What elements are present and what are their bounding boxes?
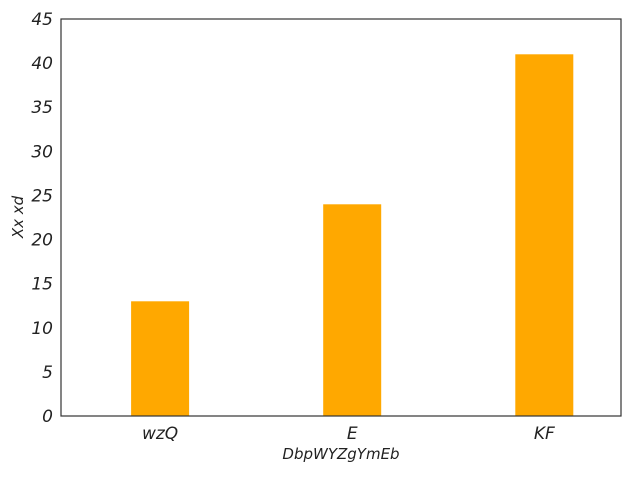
y-tick-label-35: 35 [31, 98, 53, 118]
y-tick-label-0: 0 [42, 407, 53, 427]
y-tick-label-15: 15 [31, 275, 53, 295]
x-tick-label-KF: KF [534, 424, 555, 444]
y-tick-labels: 0 5 10 15 20 25 30 35 40 45 [31, 10, 53, 427]
plot-frame [60, 18, 622, 417]
y-tick-label-20: 20 [31, 231, 53, 251]
y-tick-label-10: 10 [31, 319, 53, 339]
y-tick-label-30: 30 [31, 142, 53, 162]
y-tick-label-25: 25 [31, 186, 53, 206]
y-tick-label-5: 5 [42, 363, 53, 383]
bar-KF [515, 54, 574, 417]
x-tick-labels: wzQ E KF [142, 424, 555, 444]
bar-wzQ [131, 301, 190, 416]
bars-layer [131, 54, 574, 417]
y-axis-title: Xx xd [9, 195, 27, 239]
x-tick-label-wzQ: wzQ [142, 424, 178, 444]
y-tick-label-40: 40 [31, 54, 53, 74]
x-axis-title: DbpWYZgYmEb [282, 445, 399, 463]
x-tick-label-E: E [347, 424, 358, 444]
bar-E [323, 204, 382, 416]
y-tick-label-45: 45 [31, 10, 53, 30]
